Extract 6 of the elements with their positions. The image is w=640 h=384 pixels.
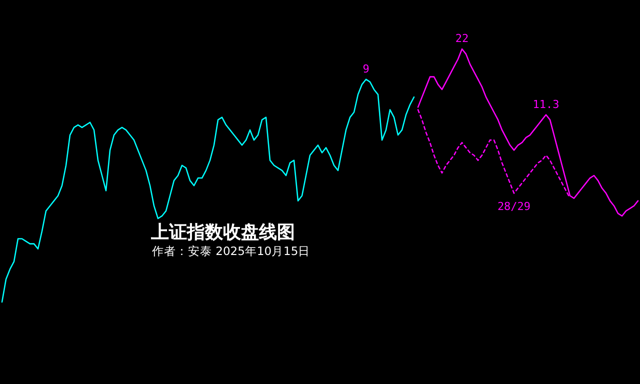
annotation: 22	[455, 32, 469, 45]
text: 上证指数收盘线图	[150, 222, 295, 243]
annotation: 11.3	[532, 98, 560, 111]
annotation: 28/29	[497, 200, 531, 214]
annotation: 9	[362, 62, 370, 76]
text: 作者：安泰 2025年10月15日	[151, 244, 310, 258]
